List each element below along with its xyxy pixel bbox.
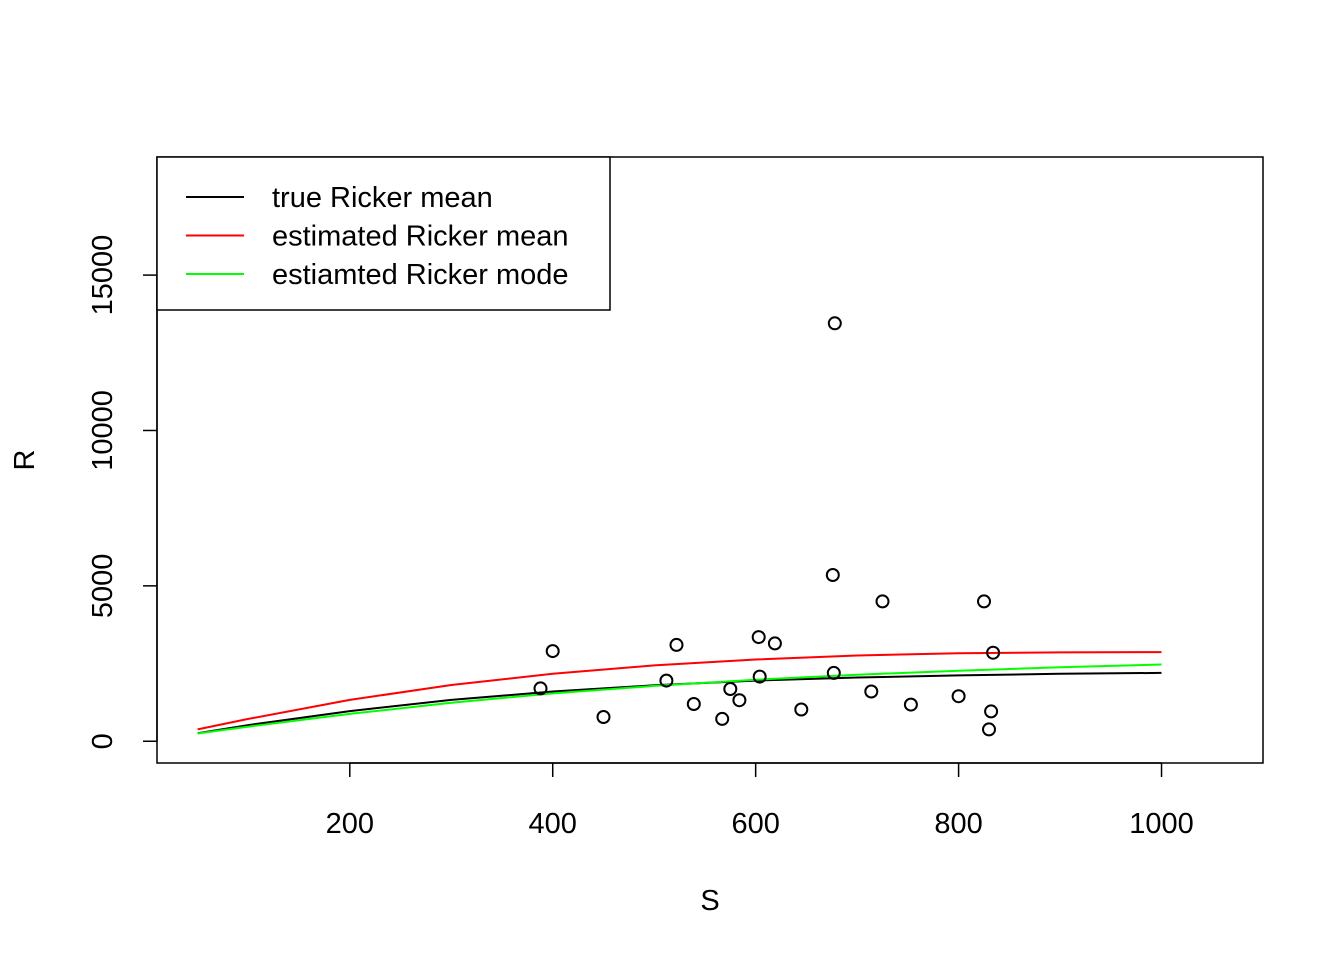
x-tick-label-1: 400: [529, 808, 577, 840]
legend-box: [156, 156, 611, 311]
data-point-4: [669, 637, 684, 652]
y-tick-label-2: 10000: [87, 390, 119, 471]
data-point-21: [982, 722, 996, 737]
x-tick-label-2: 600: [731, 808, 779, 840]
data-point-19: [951, 689, 966, 704]
data-point-10: [752, 669, 767, 684]
data-point-8: [732, 693, 747, 708]
data-point-15: [827, 316, 842, 331]
data-point-18: [903, 697, 918, 712]
data-point-7: [723, 682, 738, 696]
y-tick-label-1: 5000: [87, 554, 119, 619]
series-line-1: [197, 651, 1162, 731]
legend-label-0: true Ricker mean: [272, 182, 493, 214]
data-point-20: [977, 594, 991, 609]
x-tick-label-4: 1000: [1129, 808, 1194, 840]
data-point-3: [659, 673, 674, 688]
point-group: [533, 316, 1001, 737]
data-point-1: [545, 644, 560, 659]
y-axis: 0 5000 10000 15000: [87, 235, 158, 749]
data-point-0: [533, 681, 548, 696]
legend: true Ricker mean estimated Ricker mean est…: [156, 156, 611, 311]
series-line-2: [197, 663, 1162, 735]
data-point-17: [875, 594, 890, 609]
data-point-9: [751, 630, 766, 645]
data-point-13: [825, 568, 840, 582]
data-point-14: [826, 665, 841, 680]
x-tick-label-3: 800: [934, 808, 982, 840]
x-tick-label-0: 200: [326, 808, 374, 840]
data-point-11: [767, 636, 782, 651]
data-point-16: [864, 684, 879, 699]
curve-group: [197, 651, 1162, 735]
x-axis: 200 400 600 800 1000: [326, 762, 1194, 840]
data-point-5: [686, 697, 701, 711]
legend-label-2: estiamted Ricker mode: [272, 259, 569, 291]
data-point-23: [986, 645, 1001, 660]
y-tick-label-3: 15000: [87, 235, 119, 316]
data-point-22: [984, 704, 999, 719]
data-point-6: [715, 711, 730, 726]
data-point-12: [794, 702, 809, 717]
y-axis-title: R: [9, 450, 41, 471]
legend-label-1: estimated Ricker mean: [272, 221, 569, 253]
x-axis-title: S: [700, 885, 719, 917]
y-tick-label-0: 0: [87, 733, 119, 749]
data-point-2: [596, 710, 611, 724]
